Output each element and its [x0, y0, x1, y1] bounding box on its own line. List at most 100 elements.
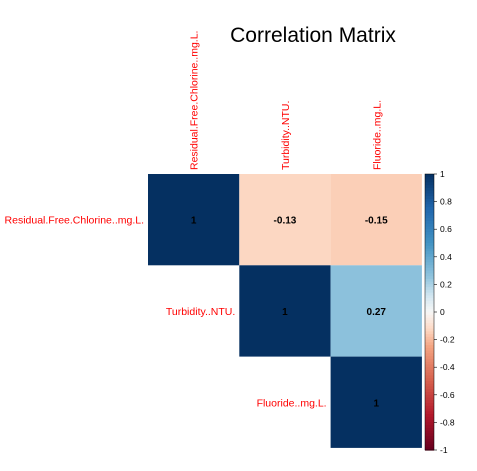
colorbar-segment [425, 411, 434, 415]
colorbar-segment [425, 270, 434, 274]
colorbar-segment [425, 240, 434, 244]
colorbar-segment [425, 356, 434, 360]
colorbar-segment [425, 229, 434, 233]
heatmap-cell-1-2 [330, 265, 422, 357]
colorbar-segment [425, 416, 434, 421]
colorbar-segment [425, 381, 434, 385]
colorbar-segment [425, 427, 434, 432]
colorbar-segment [425, 422, 434, 426]
colorbar-segment [425, 256, 434, 261]
colorbar-tick-label: -0.4 [440, 362, 455, 372]
colorbar-segment [425, 328, 434, 332]
colorbar-segment [425, 207, 434, 211]
colorbar-segment [425, 287, 434, 291]
colorbar-segment [425, 300, 434, 305]
colorbar-tick-label: 0.8 [440, 197, 452, 207]
colorbar-segment [425, 273, 434, 277]
colorbar-segment [425, 182, 434, 186]
colorbar-segment [425, 196, 434, 200]
heatmap-cells: 1 -0.13 -0.15 1 0.27 1 [148, 174, 422, 448]
colorbar-segment [425, 438, 434, 443]
colorbar-segment [425, 212, 434, 216]
colorbar-segment [425, 386, 434, 390]
colorbar-segment [425, 176, 434, 181]
colorbar-tick-label: -0.2 [440, 335, 455, 345]
colorbar-segment [425, 259, 434, 263]
cell-value-2-2: 1 [373, 398, 379, 409]
colorbar-segment [425, 295, 434, 299]
colorbar-segment [425, 353, 434, 357]
colorbar-segment [425, 312, 434, 316]
colorbar-tick-label: -0.8 [440, 417, 455, 427]
colorbar-segment [425, 248, 434, 252]
colorbar-segment [425, 331, 434, 335]
cell-value-0-0: 1 [191, 216, 197, 227]
row-label-2: Fluoride..mg.L. [257, 397, 327, 409]
colorbar-segment [425, 320, 434, 324]
colorbar-segment [425, 237, 434, 241]
cell-value-0-1: -0.13 [274, 216, 297, 227]
colorbar-segment [425, 369, 434, 374]
colorbar-segment [425, 187, 434, 192]
colorbar-segment [425, 234, 434, 239]
colorbar-segment [425, 190, 434, 194]
colorbar-gradient [425, 174, 434, 451]
colorbar-segment [425, 289, 434, 294]
colorbar-segment [425, 325, 434, 330]
colorbar-segment [425, 198, 434, 203]
colorbar-segment [425, 361, 434, 366]
colorbar-segment [425, 372, 434, 377]
colorbar-segment [425, 292, 434, 297]
colorbar-segment [425, 347, 434, 352]
colorbar-segment [425, 314, 434, 319]
colorbar-segment [425, 430, 434, 435]
colorbar-tick-label: 0 [440, 307, 445, 317]
colorbar-segment [425, 174, 434, 178]
row-label-1: Turbidity..NTU. [166, 306, 235, 318]
colorbar-segment [425, 262, 434, 266]
colorbar-segment [425, 218, 434, 222]
colorbar-segment [425, 425, 434, 429]
colorbar: 1 0.8 0.6 0.4 0.2 0 -0.2 -0.4 -0.6 -0.8 -1 [424, 169, 455, 455]
colorbar-segment [425, 276, 434, 280]
colorbar-segment [425, 392, 434, 396]
colorbar-segment [425, 223, 434, 228]
colorbar-tick-label: 0.4 [440, 252, 452, 262]
colorbar-segment [425, 298, 434, 302]
colorbar-segment [425, 408, 434, 412]
colorbar-segment [425, 350, 434, 354]
colorbar-segment [425, 185, 434, 189]
colorbar-segment [425, 303, 434, 308]
colorbar-segment [425, 306, 434, 310]
colorbar-tick-label: 0.2 [440, 279, 452, 289]
colorbar-segment [425, 436, 434, 440]
colorbar-segment [425, 193, 434, 197]
colorbar-segment [425, 243, 434, 247]
colorbar-segment [425, 339, 434, 343]
column-label-1: Turbidity..NTU. [280, 101, 292, 170]
colorbar-segment [425, 204, 434, 208]
colorbar-segment [425, 358, 434, 363]
column-label-2: Fluoride..mg.L. [371, 100, 383, 170]
colorbar-tick-label: 1 [440, 169, 445, 179]
colorbar-segment [425, 284, 434, 288]
colorbar-segment [425, 414, 434, 418]
colorbar-segment [425, 323, 434, 327]
colorbar-segment [425, 317, 434, 321]
colorbar-segment [425, 383, 434, 388]
row-labels: Residual.Free.Chlorine..mg.L. Turbidity..… [5, 215, 327, 410]
cell-value-0-2: -0.15 [365, 216, 388, 227]
colorbar-segment [425, 209, 434, 214]
colorbar-segment [425, 267, 434, 272]
colorbar-segment [425, 342, 434, 346]
colorbar-segment [425, 433, 434, 437]
colorbar-segment [425, 215, 434, 219]
heatmap-cell-1-1 [239, 265, 331, 357]
colorbar-segment [425, 226, 434, 230]
colorbar-segment [425, 400, 434, 404]
colorbar-segment [425, 334, 434, 338]
heatmap-cell-0-1 [239, 174, 331, 266]
chart-title: Correlation Matrix [230, 24, 396, 47]
colorbar-segment [425, 201, 434, 205]
